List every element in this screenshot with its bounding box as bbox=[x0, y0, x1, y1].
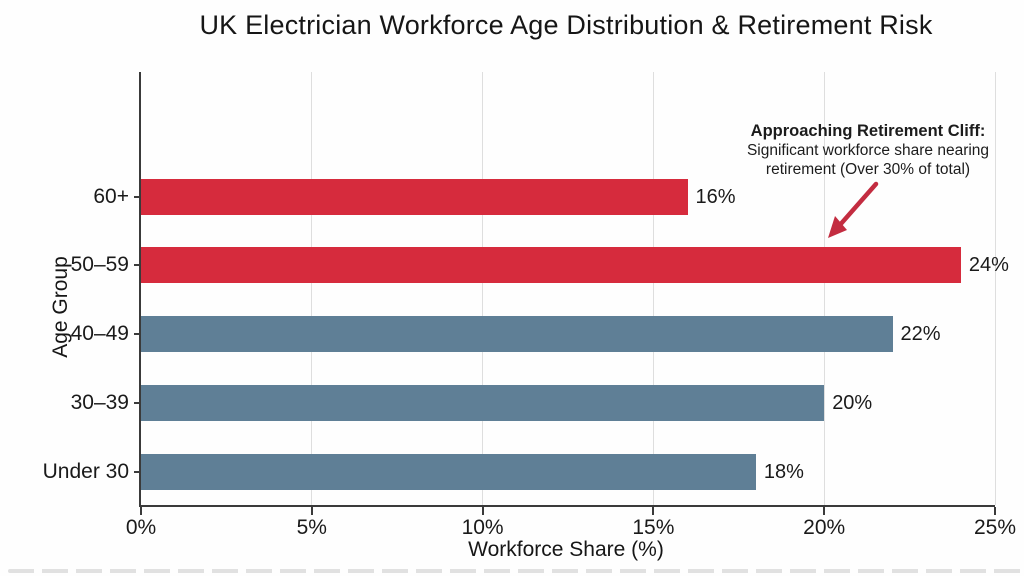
x-tick-label: 25% bbox=[973, 516, 1017, 539]
y-tick-label: Under 30 bbox=[42, 459, 129, 483]
bar-value-label: 20% bbox=[832, 391, 873, 414]
bar-40-49 bbox=[141, 316, 893, 352]
gridline-25pct bbox=[994, 72, 996, 505]
plot-area: 16% 60+ 24% 50–59 22% 40–49 20% 30–39 18% Under 3… bbox=[43, 72, 1016, 539]
gridline-10pct bbox=[482, 72, 484, 505]
x-tick-label: 20% bbox=[803, 516, 846, 539]
bar-value-label: 22% bbox=[900, 323, 941, 345]
y-tick-mark bbox=[134, 470, 141, 473]
y-tick-mark bbox=[134, 401, 141, 404]
bar-30-39 bbox=[141, 384, 825, 421]
y-tick-label: 40–49 bbox=[70, 322, 129, 345]
bar-60+ bbox=[141, 178, 688, 215]
x-tick-mark bbox=[310, 507, 313, 515]
bar-value-label: 18% bbox=[763, 460, 804, 483]
bar-value-label: 16% bbox=[695, 185, 736, 208]
gridline-20pct bbox=[823, 72, 825, 505]
annotation-heading: Approaching Retirement Cliff: bbox=[750, 122, 986, 140]
x-tick-label: 0% bbox=[125, 516, 157, 539]
chart-title: UK Electrician Workforce Age Distributio… bbox=[199, 10, 933, 40]
y-tick-label: 30–39 bbox=[70, 390, 129, 414]
x-tick-mark bbox=[994, 507, 996, 515]
bar-50-59 bbox=[141, 247, 961, 284]
x-tick-mark bbox=[823, 507, 826, 515]
y-tick-mark bbox=[134, 264, 141, 267]
y-tick-mark bbox=[134, 333, 141, 335]
x-axis-title: Workforce Share (%) bbox=[468, 538, 664, 561]
bar-value-label: 24% bbox=[968, 254, 1009, 277]
x-tick-label: 5% bbox=[296, 516, 327, 539]
bar-under-30 bbox=[141, 453, 756, 490]
annotation-text-line: retirement (Over 30% of total) bbox=[765, 161, 971, 178]
video-progress-strip bbox=[8, 569, 1024, 573]
y-tick-label: 60+ bbox=[93, 184, 129, 208]
y-tick-label: 50–59 bbox=[70, 253, 129, 277]
gridline-5pct bbox=[311, 72, 313, 505]
y-axis-title: Age Group bbox=[48, 256, 72, 358]
annotation-text-line: Significant workforce share nearing bbox=[746, 142, 990, 159]
x-tick-mark bbox=[652, 507, 655, 515]
x-tick-mark bbox=[481, 507, 484, 515]
x-tick-mark bbox=[140, 507, 142, 515]
gridline-15pct bbox=[652, 72, 654, 505]
x-tick-label: 10% bbox=[461, 516, 504, 539]
x-tick-label: 15% bbox=[632, 516, 675, 539]
annotation-arrow-icon bbox=[828, 181, 879, 238]
annotation-retirement-cliff: Approaching Retirement Cliff: Significan… bbox=[718, 121, 1018, 179]
y-tick-mark bbox=[134, 195, 141, 198]
